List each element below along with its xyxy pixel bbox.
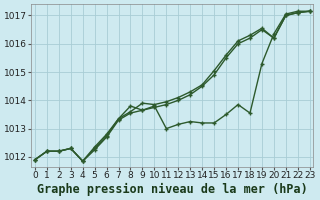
X-axis label: Graphe pression niveau de la mer (hPa): Graphe pression niveau de la mer (hPa) <box>37 183 308 196</box>
